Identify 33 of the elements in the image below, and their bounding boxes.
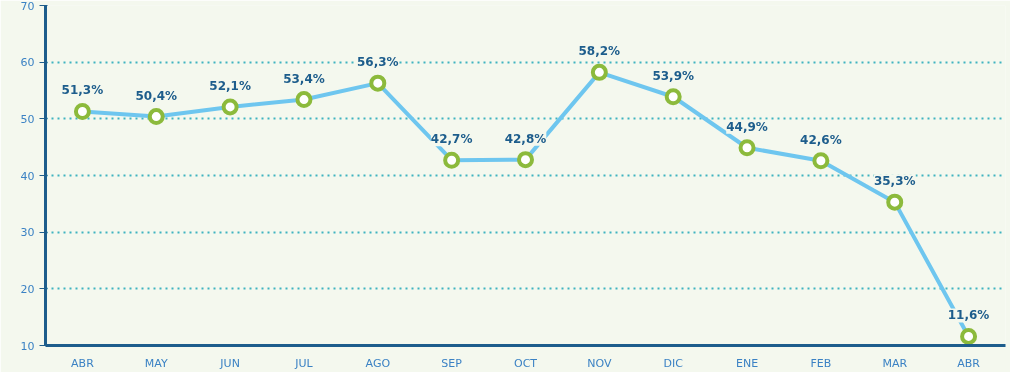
x-tick-label: FEB [810, 356, 832, 370]
data-label: 51,3% [61, 83, 104, 98]
data-label: 53,9% [652, 68, 695, 83]
data-label: 42,7% [430, 132, 473, 147]
data-label: 52,1% [209, 78, 251, 93]
x-tick-label: ENE [735, 356, 759, 370]
data-label: 56,3% [356, 55, 399, 70]
x-tick-label: JUL [294, 356, 314, 370]
x-tick-label: OCT [513, 356, 538, 370]
data-label: 44,9% [726, 119, 768, 134]
x-tick-label: DIC [663, 356, 684, 370]
x-tick-label: ABR [957, 356, 981, 370]
data-label: 11,6% [947, 308, 990, 323]
x-tick-label: MAR [882, 356, 908, 370]
data-label: 42,8% [504, 131, 547, 146]
x-tick-label: AGO [365, 356, 391, 370]
y-tick-label: 10 [20, 339, 35, 353]
y-tick-label: 70 [20, 0, 35, 13]
y-tick-label: 50 [20, 112, 35, 126]
x-tick-label: ABR [71, 356, 95, 370]
x-tick-label: MAY [144, 356, 168, 370]
y-tick-label: 60 [20, 56, 35, 70]
x-tick-label: JUN [219, 356, 240, 370]
data-label: 35,3% [873, 174, 916, 189]
x-tick-label: SEP [441, 356, 463, 370]
data-label: 58,2% [578, 44, 621, 59]
data-label: 53,4% [283, 71, 325, 86]
y-tick-label: 40 [20, 169, 35, 183]
data-label: 42,6% [800, 132, 842, 147]
y-tick-label: 30 [20, 226, 35, 240]
data-label: 50,4% [135, 88, 178, 103]
x-tick-label: NOV [587, 356, 612, 370]
y-tick-label: 20 [20, 282, 35, 296]
